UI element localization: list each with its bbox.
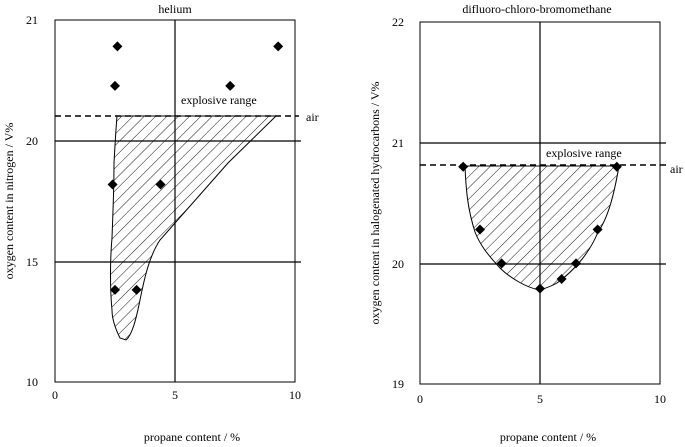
data-point: [155, 179, 166, 190]
data-point: [556, 274, 567, 285]
data-point: [496, 258, 507, 269]
data-point: [110, 284, 120, 295]
x-tick-labels: 0 5 10: [52, 388, 301, 402]
y-tick-label: 19: [392, 377, 404, 391]
y-axis-label: oxygen content in halogenated hydrocarbo…: [368, 81, 382, 324]
chart-helium: helium air explosive range 0 5 10 10 15 …: [2, 2, 319, 444]
x-tick-label: 10: [654, 392, 666, 406]
region-label: explosive range: [546, 146, 622, 160]
x-tick-label: 10: [289, 388, 301, 402]
y-tick-label: 22: [392, 15, 404, 29]
x-axis-label: propane content / %: [144, 430, 240, 444]
x-tick-label: 5: [172, 388, 178, 402]
x-tick-labels: 0 5 10: [417, 392, 666, 406]
data-point: [107, 179, 118, 190]
data-point: [225, 80, 236, 91]
y-tick-labels: 19 20 21 22: [392, 15, 404, 391]
x-tick-label: 0: [417, 392, 423, 406]
y-tick-label: 20: [392, 257, 404, 271]
data-point: [592, 224, 603, 235]
data-markers: [458, 161, 622, 294]
data-point: [273, 41, 284, 52]
y-tick-label: 21: [392, 136, 404, 150]
chart-difluoro-chloro-bromomethane: difluoro-chloro-bromomethane air explosi…: [368, 2, 683, 444]
y-tick-labels: 10 15 20 21: [26, 13, 38, 389]
chart-title: difluoro-chloro-bromomethane: [462, 2, 611, 16]
data-point: [112, 41, 123, 52]
data-point: [458, 161, 469, 172]
data-markers: [107, 41, 284, 295]
x-tick-label: 0: [52, 388, 58, 402]
air-label: air: [670, 162, 683, 176]
data-point: [475, 224, 485, 235]
y-tick-label: 15: [26, 255, 38, 269]
y-axis-label: oxygen content in nitrogen / V%: [2, 123, 16, 280]
data-point: [131, 284, 142, 295]
data-point: [110, 80, 120, 91]
y-tick-label: 10: [26, 375, 38, 389]
data-point: [611, 161, 622, 172]
x-axis-label: propane content / %: [500, 430, 596, 444]
x-tick-label: 5: [537, 392, 543, 406]
data-point: [535, 283, 545, 294]
data-point: [571, 258, 581, 269]
air-label: air: [306, 110, 319, 124]
explosive-range-region: [110, 115, 278, 341]
y-tick-label: 20: [26, 134, 38, 148]
chart-title: helium: [158, 2, 192, 16]
region-label: explosive range: [181, 93, 257, 107]
y-tick-label: 21: [26, 13, 38, 27]
